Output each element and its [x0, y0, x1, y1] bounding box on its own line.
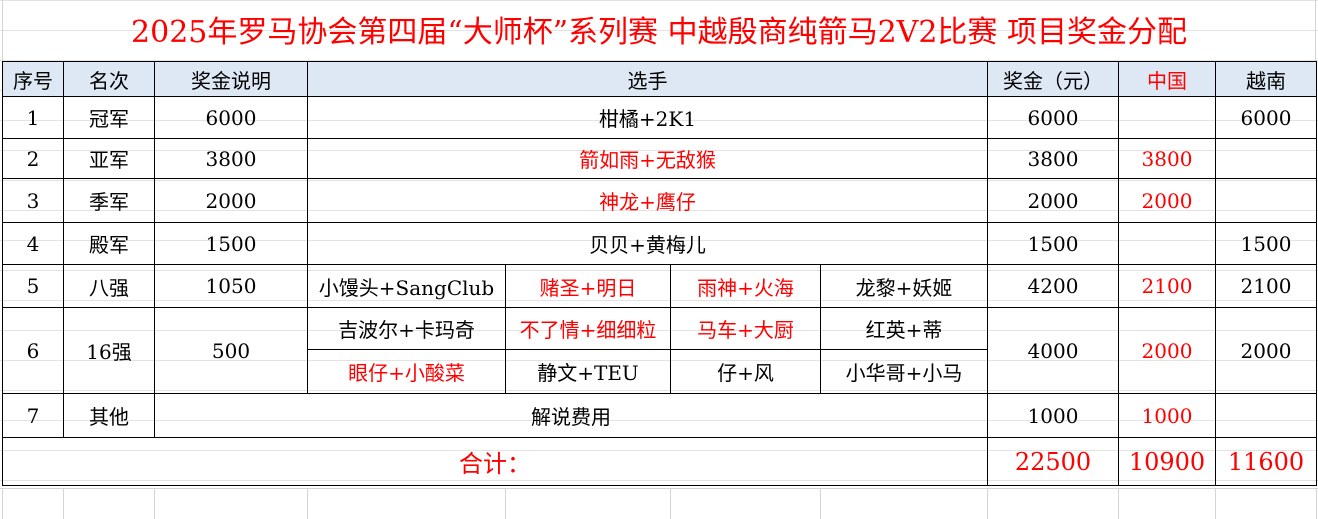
- cell-prize[interactable]: 6000: [987, 96, 1119, 139]
- cell-team[interactable]: 小馒头+SangClub: [307, 264, 506, 308]
- header-no[interactable]: 序号: [2, 61, 64, 97]
- cell-desc[interactable]: 6000: [154, 96, 308, 139]
- prize-table: 序号 名次 奖金说明 选手 奖金（元） 中国 越南 1 冠军 6000 柑橘+2K1…: [2, 61, 1317, 486]
- cell-prize[interactable]: 4200: [987, 264, 1119, 308]
- cell-china[interactable]: [1118, 222, 1216, 265]
- cell-team[interactable]: 雨神+火海: [670, 264, 821, 308]
- table-row: 6 16强 500 吉波尔+卡玛奇 不了情+细细粒 马车+大厨 红英+蒂 4000 2…: [2, 307, 1317, 394]
- cell-players[interactable]: 神龙+鹰仔: [307, 178, 988, 223]
- cell-vietnam[interactable]: [1215, 393, 1317, 438]
- cell-china[interactable]: 2000: [1118, 178, 1216, 223]
- cell-rank[interactable]: 其他: [63, 393, 155, 438]
- cell-no[interactable]: 5: [2, 264, 64, 308]
- cell-rank[interactable]: 季军: [63, 178, 155, 223]
- cell-desc[interactable]: 3800: [154, 138, 308, 179]
- cell-prize[interactable]: 3800: [987, 138, 1119, 179]
- cell-rank[interactable]: 亚军: [63, 138, 155, 179]
- cell-team[interactable]: 仔+风: [670, 349, 821, 394]
- cell-vietnam[interactable]: 6000: [1215, 96, 1317, 139]
- cell-china[interactable]: 2100: [1118, 264, 1216, 308]
- cell-no[interactable]: 6: [2, 307, 64, 394]
- cell-team[interactable]: 龙黎+妖姬: [820, 264, 988, 308]
- cell-desc[interactable]: 解说费用: [154, 393, 988, 438]
- table-row: 2 亚军 3800 箭如雨+无敌猴 3800 3800: [2, 138, 1317, 179]
- table-row: 4 殿军 1500 贝贝+黄梅儿 1500 1500: [2, 222, 1317, 265]
- cell-vietnam[interactable]: 1500: [1215, 222, 1317, 265]
- header-vietnam[interactable]: 越南: [1215, 61, 1317, 97]
- cell-team[interactable]: 眼仔+小酸菜: [307, 349, 506, 394]
- header-desc[interactable]: 奖金说明: [154, 61, 308, 97]
- cell-vietnam[interactable]: [1215, 178, 1317, 223]
- cell-prize[interactable]: 4000: [987, 307, 1119, 394]
- cell-rank[interactable]: 八强: [63, 264, 155, 308]
- cell-desc[interactable]: 1050: [154, 264, 308, 308]
- header-china[interactable]: 中国: [1118, 61, 1216, 97]
- cell-prize[interactable]: 1500: [987, 222, 1119, 265]
- table-row: 5 八强 1050 小馒头+SangClub 赌圣+明日 雨神+火海 龙黎+妖姬 4…: [2, 264, 1317, 308]
- total-vietnam[interactable]: 11600: [1215, 437, 1317, 486]
- cell-vietnam[interactable]: 2000: [1215, 307, 1317, 394]
- cell-no[interactable]: 7: [2, 393, 64, 438]
- cell-china[interactable]: 2000: [1118, 307, 1216, 394]
- cell-rank[interactable]: 殿军: [63, 222, 155, 265]
- cell-players[interactable]: 柑橘+2K1: [307, 96, 988, 139]
- cell-china[interactable]: 3800: [1118, 138, 1216, 179]
- header-row: 序号 名次 奖金说明 选手 奖金（元） 中国 越南: [2, 61, 1317, 97]
- cell-team[interactable]: 不了情+细细粒: [505, 307, 671, 350]
- cell-team[interactable]: 马车+大厨: [670, 307, 821, 350]
- cell-desc[interactable]: 2000: [154, 178, 308, 223]
- cell-team[interactable]: 红英+蒂: [820, 307, 988, 350]
- cell-players[interactable]: 箭如雨+无敌猴: [307, 138, 988, 179]
- header-prize[interactable]: 奖金（元）: [987, 61, 1119, 97]
- cell-no[interactable]: 3: [2, 178, 64, 223]
- cell-china[interactable]: 1000: [1118, 393, 1216, 438]
- total-prize[interactable]: 22500: [987, 437, 1119, 486]
- cell-no[interactable]: 2: [2, 138, 64, 179]
- cell-team[interactable]: 静文+TEU: [505, 349, 671, 394]
- header-rank[interactable]: 名次: [63, 61, 155, 97]
- cell-vietnam[interactable]: [1215, 138, 1317, 179]
- cell-rank[interactable]: 冠军: [63, 96, 155, 139]
- header-players[interactable]: 选手: [307, 61, 988, 97]
- cell-no[interactable]: 4: [2, 222, 64, 265]
- total-label[interactable]: 合计：: [2, 437, 988, 486]
- page-title: 2025年罗马协会第四届“大师杯”系列赛 中越殷商纯箭马2V2比赛 项目奖金分配: [2, 0, 1316, 62]
- cell-team[interactable]: 赌圣+明日: [505, 264, 671, 308]
- table-row: 3 季军 2000 神龙+鹰仔 2000 2000: [2, 178, 1317, 223]
- cell-team[interactable]: 吉波尔+卡玛奇: [307, 307, 506, 350]
- cell-no[interactable]: 1: [2, 96, 64, 139]
- table-row: 7 其他 解说费用 1000 1000: [2, 393, 1317, 438]
- total-row: 合计： 22500 10900 11600: [2, 437, 1317, 486]
- cell-team[interactable]: 小华哥+小马: [820, 349, 988, 394]
- cell-desc[interactable]: 500: [154, 307, 308, 394]
- cell-china[interactable]: [1118, 96, 1216, 139]
- cell-prize[interactable]: 2000: [987, 178, 1119, 223]
- table-row: 1 冠军 6000 柑橘+2K1 6000 6000: [2, 96, 1317, 139]
- cell-vietnam[interactable]: 2100: [1215, 264, 1317, 308]
- total-china[interactable]: 10900: [1118, 437, 1216, 486]
- cell-rank[interactable]: 16强: [63, 307, 155, 394]
- cell-prize[interactable]: 1000: [987, 393, 1119, 438]
- empty-grid-row: [0, 488, 1318, 519]
- cell-players[interactable]: 贝贝+黄梅儿: [307, 222, 988, 265]
- cell-desc[interactable]: 1500: [154, 222, 308, 265]
